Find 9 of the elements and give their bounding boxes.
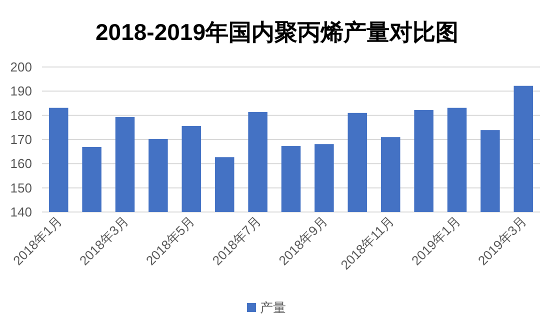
chart-title: 2018-2019年国内聚丙烯产量对比图 — [96, 19, 458, 45]
y-tick-label: 160 — [10, 156, 32, 172]
y-tick-label: 190 — [10, 84, 32, 99]
y-tick-label: 150 — [10, 180, 32, 196]
legend-label: 产量 — [260, 300, 286, 315]
y-tick-label: 170 — [10, 132, 32, 147]
y-tick-label: 180 — [10, 108, 32, 123]
y-tick-label: 200 — [10, 60, 32, 74]
y-tick-label: 140 — [10, 204, 32, 220]
